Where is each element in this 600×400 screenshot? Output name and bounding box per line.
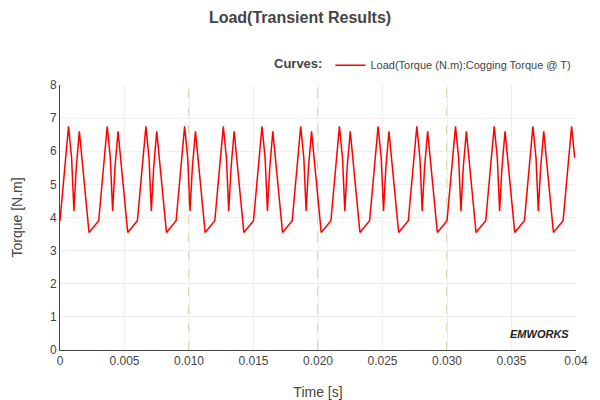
svg-text:0.010: 0.010 [174,354,204,368]
svg-text:Load(Transient Results): Load(Transient Results) [209,9,391,26]
svg-text:3: 3 [50,244,57,258]
svg-text:1: 1 [50,310,57,324]
svg-text:Curves:: Curves: [274,56,322,71]
svg-text:0.04: 0.04 [564,354,588,368]
svg-text:0.035: 0.035 [496,354,526,368]
svg-text:0.020: 0.020 [303,354,333,368]
svg-text:0: 0 [50,343,57,357]
svg-text:Load(Torque (N.m):Cogging Torq: Load(Torque (N.m):Cogging Torque @ T) [370,59,570,71]
svg-text:Torque [N.m]: Torque [N.m] [9,177,25,257]
svg-text:EMWORKS: EMWORKS [510,328,569,340]
svg-text:5: 5 [50,178,57,192]
svg-text:4: 4 [50,211,57,225]
svg-text:0: 0 [57,354,64,368]
svg-text:0.005: 0.005 [109,354,139,368]
svg-text:2: 2 [50,277,57,291]
svg-text:8: 8 [50,78,57,92]
svg-text:0.015: 0.015 [238,354,268,368]
svg-text:7: 7 [50,111,57,125]
svg-text:0.025: 0.025 [367,354,397,368]
svg-text:0.030: 0.030 [432,354,462,368]
svg-text:6: 6 [50,144,57,158]
svg-text:Time [s]: Time [s] [293,384,342,400]
